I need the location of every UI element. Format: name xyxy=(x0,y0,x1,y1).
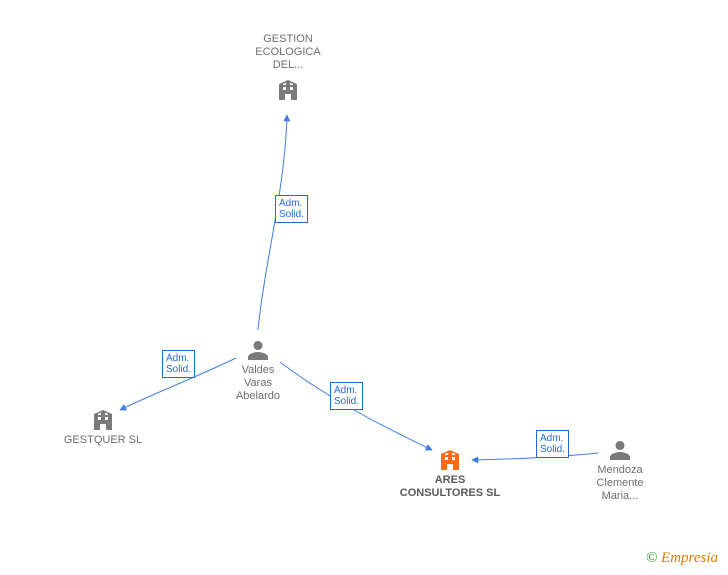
edge xyxy=(472,453,598,460)
person-icon[interactable] xyxy=(610,441,630,460)
node-label: Valdes Varas Abelardo xyxy=(203,364,313,403)
edge-label: Adm. Solid. xyxy=(536,430,569,458)
node-label: Mendoza Clemente Maria... xyxy=(565,464,675,503)
node-label: GESTION ECOLOGICA DEL... xyxy=(233,33,343,72)
building-icon[interactable] xyxy=(441,450,459,470)
edge-label: Adm. Solid. xyxy=(330,382,363,410)
building-icon[interactable] xyxy=(279,80,297,100)
copyright-symbol: © xyxy=(646,550,657,566)
watermark-text: Empresia xyxy=(661,550,718,566)
edge-label: Adm. Solid. xyxy=(275,195,308,223)
node-label: GESTQUER SL xyxy=(48,434,158,447)
person-icon[interactable] xyxy=(248,341,268,360)
building-icon[interactable] xyxy=(94,410,112,430)
watermark: © Empresia xyxy=(646,550,718,567)
node-label: ARES CONSULTORES SL xyxy=(395,474,505,500)
edge-label: Adm. Solid. xyxy=(162,350,195,378)
